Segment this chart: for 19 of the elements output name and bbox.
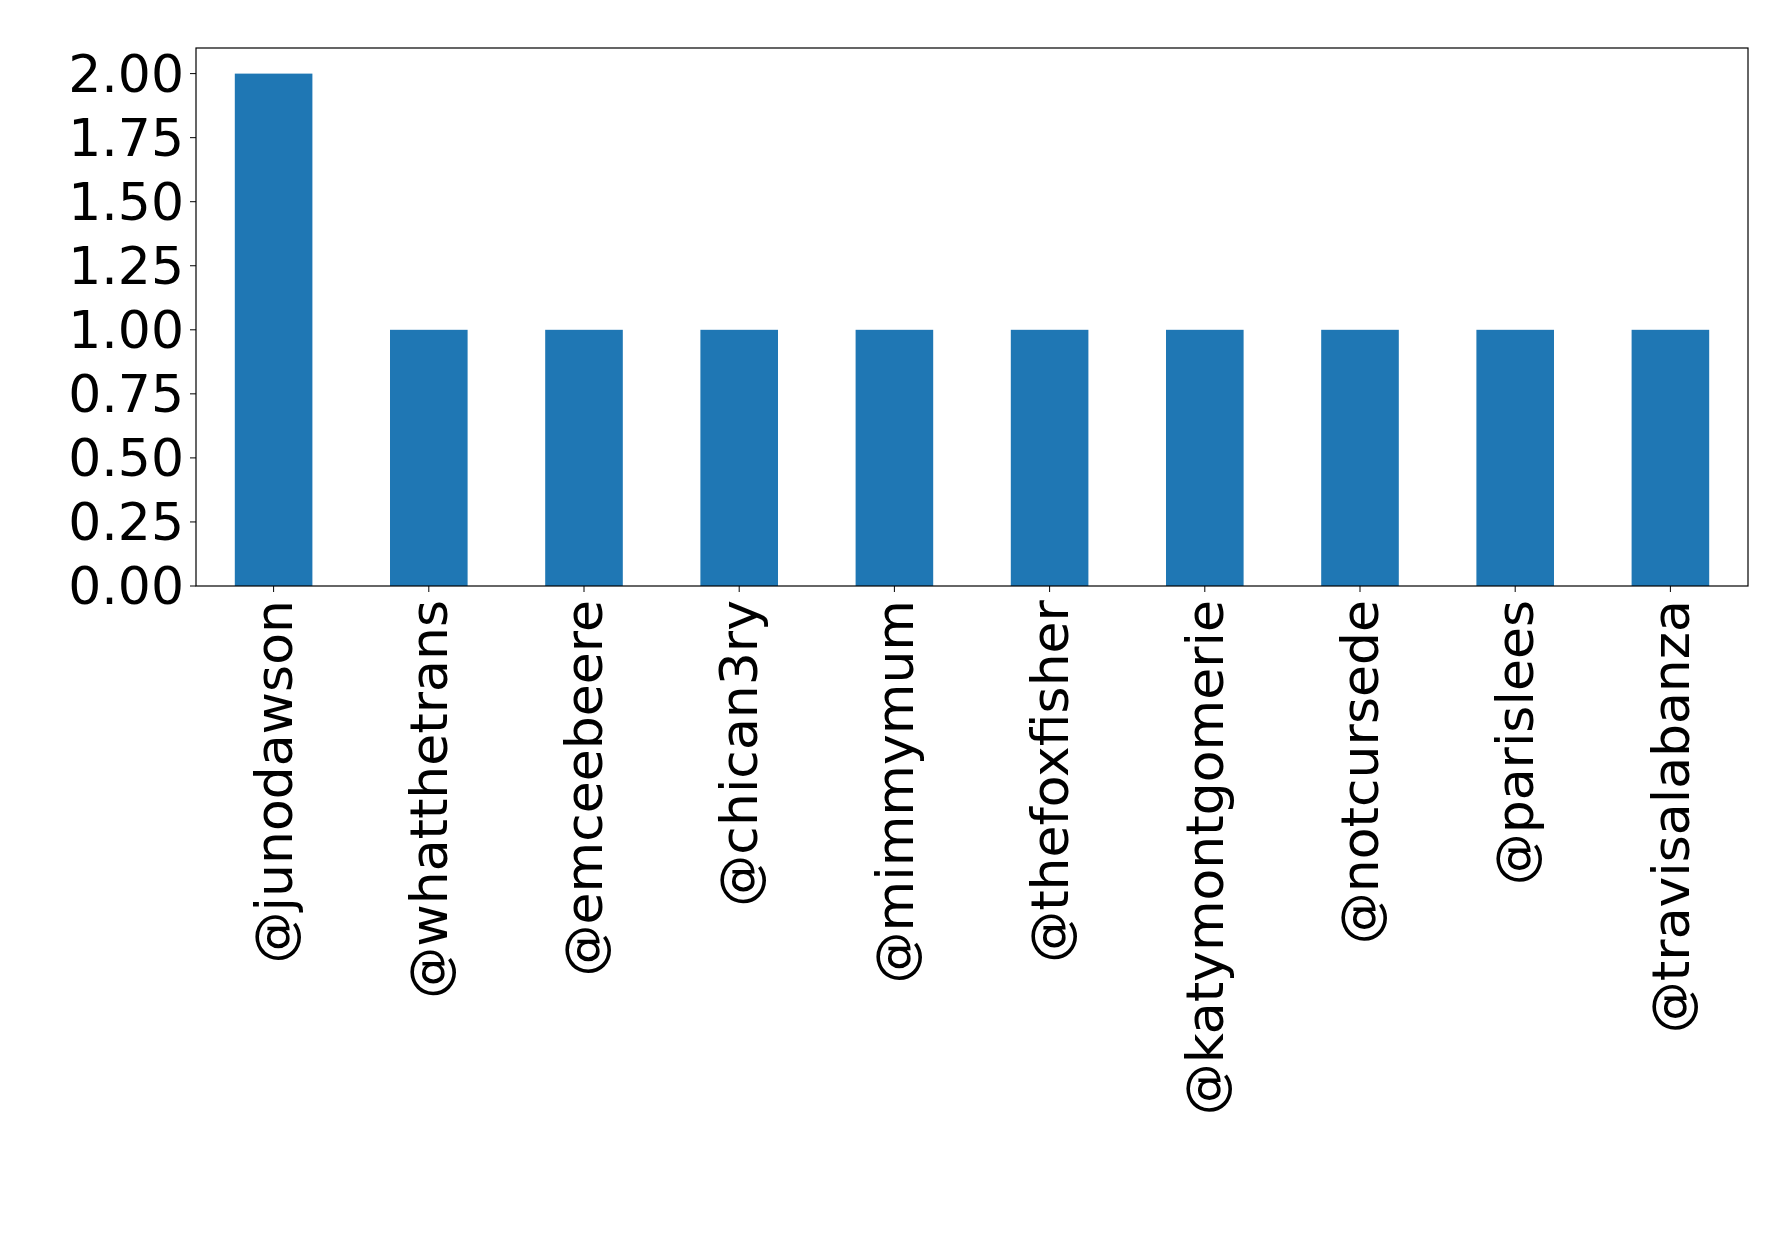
y-tick-label: 1.25: [68, 235, 184, 296]
y-tick-label: 1.00: [68, 300, 184, 361]
y-tick-label: 1.50: [68, 171, 184, 232]
y-tick-label: 0.25: [68, 492, 184, 553]
x-tick-label: @chican3ry: [709, 600, 770, 907]
x-tick-label: @parislees: [1485, 600, 1546, 886]
x-tick-label: @katymontgomerie: [1175, 600, 1235, 1116]
y-tick-label: 2.00: [68, 43, 184, 104]
x-tick-label: @notcursede: [1330, 600, 1391, 945]
x-tick-label: @junodawson: [243, 600, 304, 964]
x-tick-label: @travisalabanza: [1640, 600, 1701, 1034]
y-tick-label: 0.00: [68, 556, 184, 617]
y-tick-label: 1.75: [68, 107, 184, 168]
x-tick-label: @thefoxfisher: [1019, 599, 1080, 963]
x-tick-label: @emceebeere: [554, 600, 615, 977]
x-tick-label: @mimmymum: [864, 600, 925, 984]
y-tick-label: 0.50: [68, 428, 184, 489]
y-tick-label: 0.75: [68, 364, 184, 425]
x-tick-label: @whatthetrans: [399, 600, 459, 999]
